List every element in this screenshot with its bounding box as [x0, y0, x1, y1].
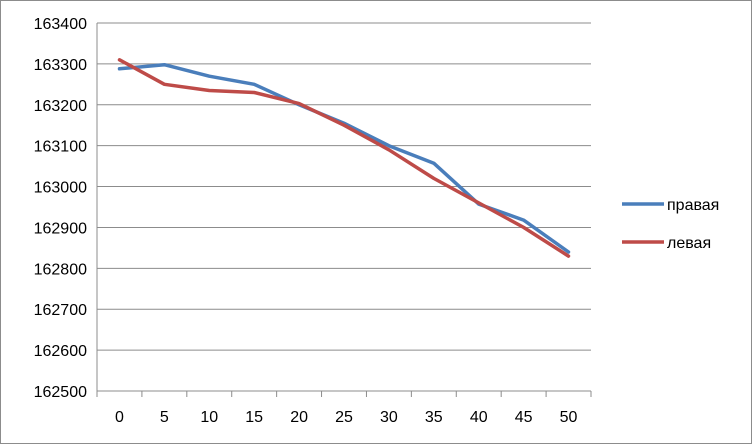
x-tick-label: 5	[160, 409, 169, 426]
legend-label: правая	[667, 197, 719, 214]
y-tick-label: 162500	[34, 384, 87, 401]
x-tick-label: 0	[115, 409, 124, 426]
y-tick-label: 162900	[34, 220, 87, 237]
x-tick-label: 35	[425, 409, 443, 426]
x-tick-label: 50	[560, 409, 578, 426]
series-line	[117, 62, 571, 254]
x-tick-label: 20	[290, 409, 308, 426]
y-tick-label: 162600	[34, 343, 87, 360]
y-tick-label: 163300	[34, 57, 87, 74]
y-tick-label: 163200	[34, 98, 87, 115]
x-tick-label: 40	[470, 409, 488, 426]
y-tick-label: 162700	[34, 302, 87, 319]
x-tick-label: 45	[515, 409, 533, 426]
x-tick-label: 30	[380, 409, 398, 426]
series-line	[117, 58, 571, 258]
y-tick-label: 163400	[34, 16, 87, 33]
x-tick-label: 25	[335, 409, 353, 426]
y-tick-label: 162800	[34, 261, 87, 278]
y-tick-label: 163000	[34, 180, 87, 197]
legend-label: левая	[667, 235, 711, 252]
x-tick-label: 15	[245, 409, 263, 426]
y-tick-label: 163100	[34, 139, 87, 156]
x-tick-label: 10	[200, 409, 218, 426]
